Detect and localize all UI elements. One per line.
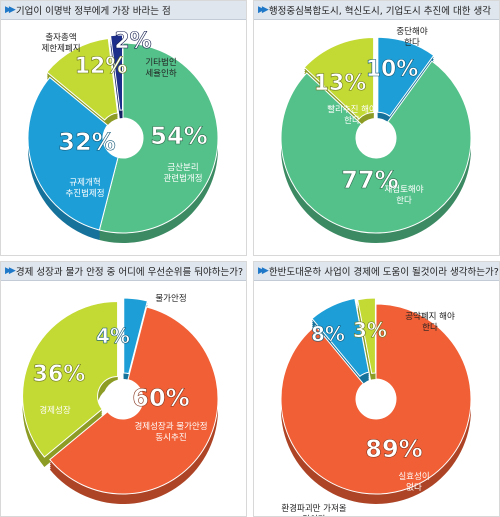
slice-percent-label: 4% [96,324,130,348]
chart-panel-4: ▶▶ 한반도대운하 사업이 경제에 도움이 될것이라 생각하는가? 89% 실효성… [253,261,500,517]
slice-percent-label: 8% [311,322,345,346]
pie-slice-3 [357,297,376,374]
pie-slice-3 [377,36,435,117]
slice-category-label: 빨리추진 해야 한다 [327,104,377,126]
slice-category-label: 규제개혁 추진법제정 [65,177,104,199]
pie-center-hole [103,118,143,158]
chart-title: 행정중심복합도시, 혁신도시, 기업도시 추진에 대한 생각 [268,6,492,17]
pie-slice-2 [303,36,375,120]
slice-percent-label: 10% [366,57,419,82]
slice-percent-label: 3% [353,318,387,342]
slice-category-label: 출자총액 제한제폐지 [41,32,80,54]
pie-slice-3 [123,297,148,375]
pie-slice-1 [49,306,219,495]
chart-title-bar: ▶▶ 행정중심복합도시, 혁신도시, 기업도시 추진에 대한 생각 [254,1,499,20]
slice-percent-label: 12% [75,54,128,79]
chart-panel-2: ▶▶ 행정중심복합도시, 혁신도시, 기업도시 추진에 대한 생각 77% 재검토… [253,0,500,256]
slice-category-label: 환경파괴만 가져올것이다 [281,503,346,516]
slice-percent-label: 89% [365,435,422,463]
slice-category-label: 실효성이 없다 [398,471,429,493]
slice-percent-label: 32% [58,128,115,156]
slice-percent-label: 13% [314,71,367,96]
pie-chart-2: 77%재검토해야 한다 13% 빨리추진 해야 한다 10% 중단해야 한다 [280,26,472,243]
slice-category-label: 물가안정 [155,293,186,304]
title-arrow-icon: ▶▶ [5,266,16,276]
slice-percent-label: 36% [33,362,86,387]
chart-panel-1: ▶▶ 기업이 이명박 정부에게 가장 바라는 점 54% 금산분리 관련법개정 32%… [0,0,247,256]
pie-slice-4 [110,34,123,111]
slice-percent-label: 54% [150,122,207,150]
chart-title: 경제 성장과 물가 안정 중 어디에 우선순위를 둬야하는가? [15,267,244,278]
slice-category-label: 공약폐지 해야 한다 [405,311,455,333]
title-arrow-icon: ▶▶ [258,5,269,15]
slice-category-label: 재검토해야 한다 [384,184,423,206]
pie-slice-2 [22,300,119,458]
chart-title: 기업이 이명박 정부에게 가장 바라는 점 [15,6,171,17]
slice-percent-label: 77% [341,166,398,194]
title-arrow-icon: ▶▶ [258,266,269,276]
chart-panel-3: ▶▶ 경제 성장과 물가 안정 중 어디에 우선순위를 둬야하는가? 60% 경제… [0,261,247,517]
slice-category-label: 금산분리 관련법개정 [163,162,202,184]
slice-category-label: 기타법인 세율인하 [145,57,176,79]
pie-center-hole [103,379,143,419]
slice-percent-label: 2% [114,29,151,54]
chart-title: 한반도대운하 사업이 경제에 도움이 될것이라 생각하는가? [268,267,499,278]
chart-title-bar: ▶▶ 경제 성장과 물가 안정 중 어디에 우선순위를 둬야하는가? [1,262,246,281]
pie-center-hole [356,379,396,419]
pie-chart-3: 60% 경제성장과 물가안정 동시추진 36% 경제성장 4% 물가안정 [22,293,219,504]
slice-category-label: 경제성장과 물가안정 동시추진 [134,421,207,443]
pie-slice-3 [46,37,119,121]
slice-category-label: 경제성장 [39,405,70,416]
pie-chart-1: 54% 금산분리 관련법개정 32% 규제개혁 추진법제정 12%출자총액 제한제폐지 2% 기타… [27,29,219,243]
pie-center-hole [356,118,396,158]
slice-category-label: 중단해야 한다 [396,26,427,48]
pie-slice-2 [311,297,370,378]
chart-title-bar: ▶▶ 한반도대운하 사업이 경제에 도움이 될것이라 생각하는가? [254,262,499,281]
title-arrow-icon: ▶▶ [5,5,16,15]
chart-title-bar: ▶▶ 기업이 이명박 정부에게 가장 바라는 점 [1,1,246,20]
slice-percent-label: 60% [132,384,189,412]
